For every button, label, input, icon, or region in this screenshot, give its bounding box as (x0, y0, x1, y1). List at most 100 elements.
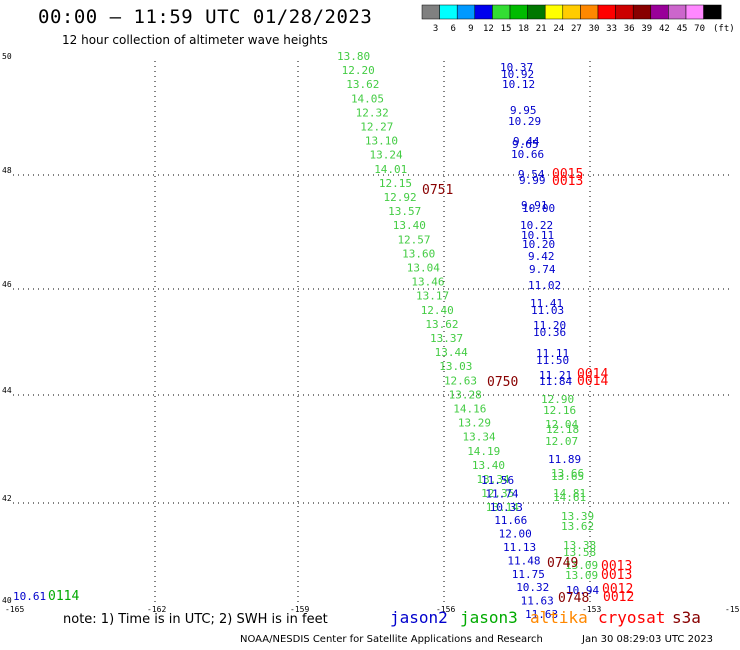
swh-value: 10.92 (501, 68, 534, 81)
swh-value: 10.20 (522, 238, 555, 251)
color-legend: 3 6 9 12 15 18 21 24 27 30 33 36 39 42 45 70 (ft) (421, 4, 735, 34)
legend-swatch (439, 4, 458, 20)
swh-value: 10.94 (566, 584, 599, 597)
lon-label: -156 (436, 605, 455, 614)
swh-value: 13.80 (337, 50, 370, 63)
wave-height-tracks: 13.8012.2013.6214.0512.3212.2713.1013.24… (13, 50, 634, 621)
time-label: 0013 (601, 559, 632, 574)
time-label: 0015 (552, 167, 583, 182)
swh-value: 10.22 (520, 219, 553, 232)
axis-labels: 50 48 46 44 42 40-165 -162 -159 -156 -153 -150 (2, 52, 740, 614)
legend-tick-label: 21 (536, 24, 547, 34)
swh-value: 12.40 (421, 304, 454, 317)
time-label: 0114 (48, 589, 79, 604)
lat-label: 42 (2, 494, 12, 503)
swh-value: 9.42 (528, 250, 555, 263)
swh-value: 9.54 (518, 168, 545, 181)
legend-swatch (544, 4, 564, 20)
swh-value: 10.66 (511, 148, 544, 161)
legend-swatch (492, 4, 511, 20)
swh-value: 14.19 (467, 445, 500, 458)
legend-tick-label: 9 (468, 24, 473, 34)
page-title: 00:00 – 11:59 UTC 01/28/2023 (38, 6, 373, 28)
swh-value: 12.04 (545, 418, 578, 431)
swh-value: 13.17 (416, 290, 449, 303)
swh-value: 11.21 (539, 369, 572, 382)
legend-tick-label: 27 (571, 24, 582, 34)
swh-value: 13.28 (449, 388, 482, 401)
swh-value: 14.01 (374, 163, 407, 176)
swh-value: 11.63 (521, 595, 554, 608)
swh-value: 13.34 (463, 431, 496, 444)
legend-swatch (562, 4, 581, 20)
swh-value: 14.05 (351, 92, 384, 105)
time-label: 0013 (601, 568, 632, 583)
swh-value: 11.02 (528, 279, 561, 292)
swh-value: 11.74 (485, 487, 518, 500)
lat-label: 40 (2, 596, 12, 605)
swh-value: 10.32 (516, 581, 549, 594)
swh-value: 13.39 (561, 510, 594, 523)
swh-value: 12.18 (546, 423, 579, 436)
legend-tick-label: 45 (677, 24, 688, 34)
legend-tick-label: 12 (483, 24, 494, 34)
swh-value: 11.20 (533, 319, 566, 332)
time-label: 0748 (558, 591, 589, 606)
swh-value: 12.92 (384, 191, 417, 204)
time-label: 0012 (602, 582, 633, 597)
lon-label: -165 (5, 605, 24, 614)
legend-jason2: jason2 (390, 608, 448, 627)
swh-value: 11.89 (548, 453, 581, 466)
swh-value: 12.00 (499, 528, 532, 541)
legend-swatch (527, 4, 546, 20)
footer-note: note: 1) Time is in UTC; 2) SWH is in fe… (63, 612, 328, 627)
swh-value: 11.75 (512, 568, 545, 581)
legend-jason3: jason3 (460, 608, 518, 627)
swh-value: 10.33 (490, 501, 523, 514)
legend-swatch (474, 4, 493, 20)
swh-value: 13.46 (411, 276, 444, 289)
swh-value: 10.11 (521, 229, 554, 242)
legend-cryosat: cryosat (598, 608, 666, 627)
swh-value: 12.20 (342, 64, 375, 77)
swh-value: 13.04 (407, 262, 440, 275)
swh-value: 12.32 (356, 106, 389, 119)
swh-value: 13.14 (486, 501, 519, 514)
swh-value: 13.03 (439, 360, 472, 373)
swh-value: 9.95 (510, 104, 537, 117)
swh-value: 11.11 (536, 347, 569, 360)
swh-value: 12.90 (541, 393, 574, 406)
swh-value: 13.65 (551, 470, 584, 483)
graticule (13, 61, 733, 605)
swh-value: 12.63 (444, 374, 477, 387)
swh-value: 12.07 (545, 435, 578, 448)
swh-value: 11.56 (481, 474, 514, 487)
time-label: 0013 (552, 174, 583, 189)
legend-s3a: s3a (672, 608, 701, 627)
swh-value: 9.44 (513, 135, 540, 148)
page-subtitle: 12 hour collection of altimeter wave hei… (62, 33, 328, 47)
swh-value: 13.62 (561, 520, 594, 533)
swh-value: 13.62 (425, 318, 458, 331)
swh-value: 9.91 (521, 199, 548, 212)
swh-value: 13.09 (565, 569, 598, 582)
legend-tick-label: 42 (659, 24, 670, 34)
swh-value: 11.03 (531, 304, 564, 317)
time-label: 0012 (603, 590, 634, 605)
legend-altika: altika (530, 608, 588, 627)
swh-value: 13.29 (458, 417, 491, 430)
legend-unit: (ft) (713, 24, 735, 34)
lon-label: -153 (582, 605, 601, 614)
swh-value: 14.16 (453, 403, 486, 416)
swh-value: 11.84 (539, 375, 572, 388)
lat-label: 48 (2, 166, 12, 175)
swh-value: 11.66 (494, 514, 527, 527)
legend-swatch (632, 4, 652, 20)
swh-value: 11.13 (503, 541, 536, 554)
legend-swatch (668, 4, 687, 20)
legend-tick-label: 3 (433, 24, 438, 34)
lat-label: 50 (2, 52, 12, 61)
swh-value: 13.34 (477, 473, 510, 486)
legend-swatch (597, 4, 616, 20)
